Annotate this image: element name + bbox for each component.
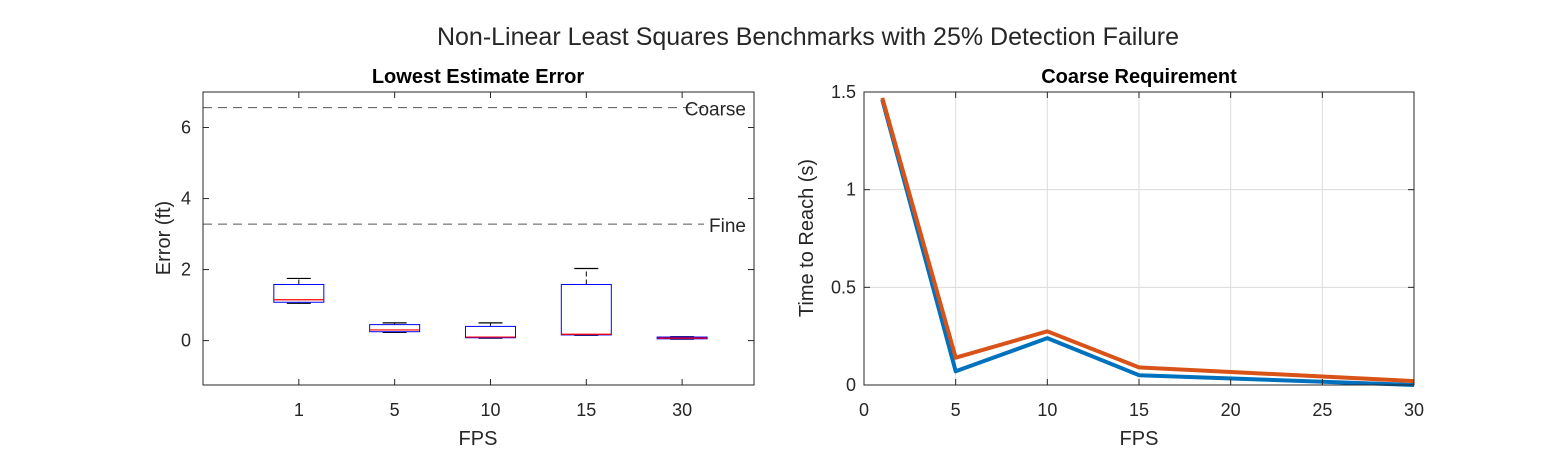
line-ytick-label: 0	[846, 375, 856, 395]
box-iqr-rect	[560, 283, 612, 336]
box-xtick-label: 15	[576, 400, 596, 420]
series-line-1	[880, 99, 1415, 387]
reference-label-coarse: Coarse	[685, 100, 746, 121]
box-xtick-label: 30	[672, 400, 692, 420]
box-ytick-label: 4	[181, 189, 191, 209]
reference-label-fine: Fine	[709, 216, 746, 237]
series-line-2	[880, 97, 1415, 384]
line-ytick-label: 1	[846, 180, 856, 200]
box-15	[560, 267, 612, 336]
line-xtick-label: 30	[1404, 400, 1424, 420]
box-iqr-rect	[273, 283, 325, 303]
line-xtick-label: 15	[1129, 400, 1149, 420]
line-ytick-label: 0.5	[831, 277, 856, 297]
box-ytick-label: 0	[181, 331, 191, 351]
box-10	[464, 322, 516, 339]
box-5	[369, 322, 421, 334]
line-xtick-label: 10	[1037, 400, 1057, 420]
line-xtick-label: 5	[951, 400, 961, 420]
box-30	[656, 336, 708, 340]
box-iqr-rect	[464, 325, 516, 339]
box-xtick-label: 1	[294, 400, 304, 420]
line-ytick-label: 1.5	[831, 82, 856, 102]
box-ytick-label: 2	[181, 260, 191, 280]
box-iqr-rect	[369, 324, 421, 333]
line-plot-ylabel: Time to Reach (s)	[796, 159, 818, 317]
box-ytick-label: 6	[181, 118, 191, 138]
box-xtick-label: 10	[480, 400, 500, 420]
box-plot-frame	[202, 91, 755, 386]
box-1	[273, 277, 325, 304]
box-plot-xlabel: FPS	[459, 428, 498, 450]
line-xtick-label: 20	[1221, 400, 1241, 420]
line-xtick-label: 0	[859, 400, 869, 420]
box-plot-title: Lowest Estimate Error	[372, 66, 585, 88]
line-plot-title: Coarse Requirement	[1041, 66, 1237, 88]
line-xtick-label: 25	[1312, 400, 1332, 420]
box-plot-ylabel: Error (ft)	[153, 201, 175, 275]
line-plot-xlabel: FPS	[1120, 428, 1159, 450]
figure-title: Non-Linear Least Squares Benchmarks with…	[437, 23, 1179, 51]
box-xtick-label: 5	[390, 400, 400, 420]
